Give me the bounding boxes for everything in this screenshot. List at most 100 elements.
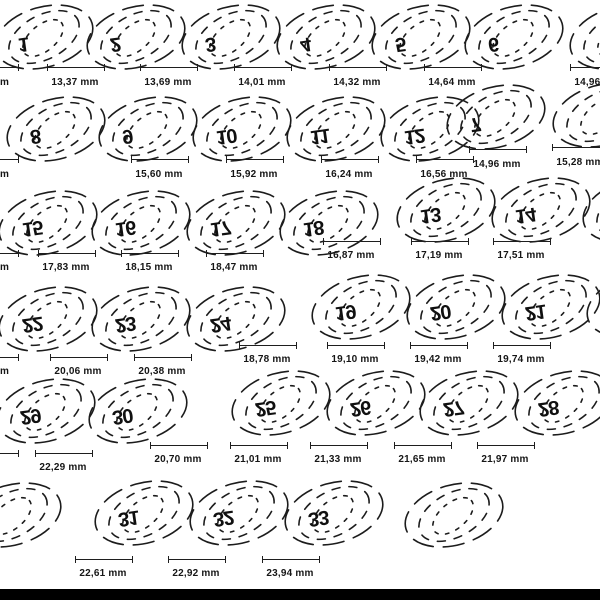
ring-size-number: 22 bbox=[20, 311, 44, 337]
ring-illustration bbox=[307, 272, 415, 342]
ring-sketch-swirl-icon bbox=[6, 96, 106, 162]
diameter-label: 21,01 mm bbox=[234, 454, 282, 465]
ring-illustration bbox=[0, 284, 102, 354]
ring-sketch-swirl-icon bbox=[91, 286, 191, 352]
diameter-measure-line bbox=[321, 156, 379, 163]
diameter-label-cut: m bbox=[0, 366, 9, 377]
ring-size-number: 23 bbox=[113, 311, 137, 337]
ring-size-number: 1 bbox=[16, 32, 30, 56]
diameter-measure-line bbox=[323, 238, 381, 245]
ring-size-number: 11 bbox=[308, 123, 331, 149]
ring-sketch-swirl-icon bbox=[91, 190, 191, 256]
diameter-measure-line bbox=[168, 556, 226, 563]
diameter-label: 15,92 mm bbox=[230, 169, 278, 180]
diameter-label: 20,70 mm bbox=[154, 454, 202, 465]
ring-size-number: 24 bbox=[208, 311, 232, 337]
diameter-measure-line bbox=[262, 556, 320, 563]
diameter-label: 14,64 mm bbox=[428, 77, 476, 88]
ring-illustration bbox=[0, 188, 102, 258]
ring-illustration bbox=[275, 188, 383, 258]
ring-illustration bbox=[487, 175, 595, 245]
diameter-measure-line bbox=[226, 156, 284, 163]
ring-illustration bbox=[322, 368, 430, 438]
ring-size-number: 9 bbox=[120, 124, 134, 148]
ring-illustration bbox=[367, 2, 475, 72]
ring-sketch-swirl-icon bbox=[582, 177, 600, 243]
ring-illustration bbox=[280, 478, 388, 548]
ring-size-number: 2 bbox=[108, 32, 122, 56]
diameter-measure-line-cut bbox=[0, 354, 19, 361]
ring-illustration bbox=[177, 2, 285, 72]
ring-sketch-swirl-icon bbox=[98, 96, 198, 162]
ring-size-number: 18 bbox=[301, 215, 325, 241]
ring-sketch-swirl-icon bbox=[371, 4, 471, 70]
ring-illustration-partial bbox=[565, 2, 600, 72]
ring-sketch-swirl-icon bbox=[552, 82, 600, 148]
ring-sketch-swirl-icon bbox=[192, 96, 292, 162]
diameter-label: 15,60 mm bbox=[135, 169, 183, 180]
diameter-measure-line bbox=[327, 342, 385, 349]
diameter-measure-line bbox=[310, 442, 368, 449]
diameter-label: 13,37 mm bbox=[51, 77, 99, 88]
ring-size-number: 20 bbox=[428, 299, 452, 325]
diameter-label: 19,74 mm bbox=[497, 354, 545, 365]
ring-illustration bbox=[90, 478, 198, 548]
ring-sketch-swirl-icon bbox=[94, 480, 194, 546]
ring-size-number: 10 bbox=[214, 123, 238, 149]
ring-size-number: 21 bbox=[523, 299, 547, 325]
ring-size-number: 26 bbox=[348, 395, 372, 421]
ring-size-number: 33 bbox=[306, 505, 330, 531]
ring-illustration-partial bbox=[578, 175, 600, 245]
ring-size-number: 12 bbox=[402, 123, 426, 149]
ring-illustration bbox=[185, 478, 293, 548]
ring-size-number: 27 bbox=[441, 395, 465, 421]
ring-size-number: 32 bbox=[211, 505, 235, 531]
ring-size-number: 8 bbox=[28, 124, 42, 148]
diameter-label: 14,96 mm bbox=[473, 159, 521, 170]
ring-sketch-swirl-icon bbox=[0, 378, 96, 444]
ring-illustration bbox=[415, 368, 523, 438]
ring-size-number: 5 bbox=[393, 32, 407, 56]
diameter-measure-line-cut bbox=[0, 450, 19, 457]
ring-illustration bbox=[392, 175, 500, 245]
ring-size-number: 16 bbox=[113, 215, 137, 241]
ring-illustration bbox=[442, 82, 550, 152]
ring-sketch-swirl-icon bbox=[491, 177, 591, 243]
diameter-measure-line bbox=[38, 250, 96, 257]
ring-sketch-swirl-icon bbox=[0, 4, 94, 70]
diameter-measure-line bbox=[230, 442, 288, 449]
ring-size-number: 29 bbox=[18, 403, 42, 429]
diameter-measure-line bbox=[329, 64, 387, 71]
ring-sketch-swirl-icon bbox=[88, 378, 188, 444]
ring-sketch-swirl-icon bbox=[464, 4, 564, 70]
diameter-measure-line bbox=[35, 450, 93, 457]
ring-sketch-swirl-icon bbox=[501, 274, 600, 340]
ring-sketch-swirl-icon bbox=[404, 482, 504, 548]
ring-illustration bbox=[82, 2, 190, 72]
ring-size-number: 14 bbox=[513, 202, 537, 228]
ring-sketch-swirl-icon bbox=[0, 190, 98, 256]
diameter-measure-line-cut bbox=[0, 64, 19, 71]
ring-sketch-swirl-icon bbox=[0, 286, 98, 352]
ring-illustration bbox=[282, 94, 390, 164]
ring-illustration bbox=[87, 284, 195, 354]
ring-sketch-swirl-icon bbox=[189, 480, 289, 546]
diameter-label: 22,29 mm bbox=[39, 462, 87, 473]
diameter-label: 18,47 mm bbox=[210, 262, 258, 273]
diameter-measure-line bbox=[493, 238, 551, 245]
ring-sketch-swirl-icon bbox=[181, 4, 281, 70]
diameter-label: 18,78 mm bbox=[243, 354, 291, 365]
ring-illustration bbox=[460, 2, 568, 72]
diameter-measure-line bbox=[150, 442, 208, 449]
diameter-label: 14,01 mm bbox=[238, 77, 286, 88]
ring-sketch-swirl-icon bbox=[276, 4, 376, 70]
ring-illustration bbox=[0, 376, 100, 446]
diameter-label: 17,19 mm bbox=[415, 250, 463, 261]
ring-sketch-swirl-icon bbox=[311, 274, 411, 340]
diameter-measure-line-cut bbox=[0, 156, 19, 163]
ring-illustration-partial bbox=[548, 80, 600, 150]
ring-illustration bbox=[87, 188, 195, 258]
diameter-measure-line bbox=[570, 64, 600, 71]
ring-sketch-swirl-icon bbox=[86, 4, 186, 70]
diameter-label: 20,06 mm bbox=[54, 366, 102, 377]
